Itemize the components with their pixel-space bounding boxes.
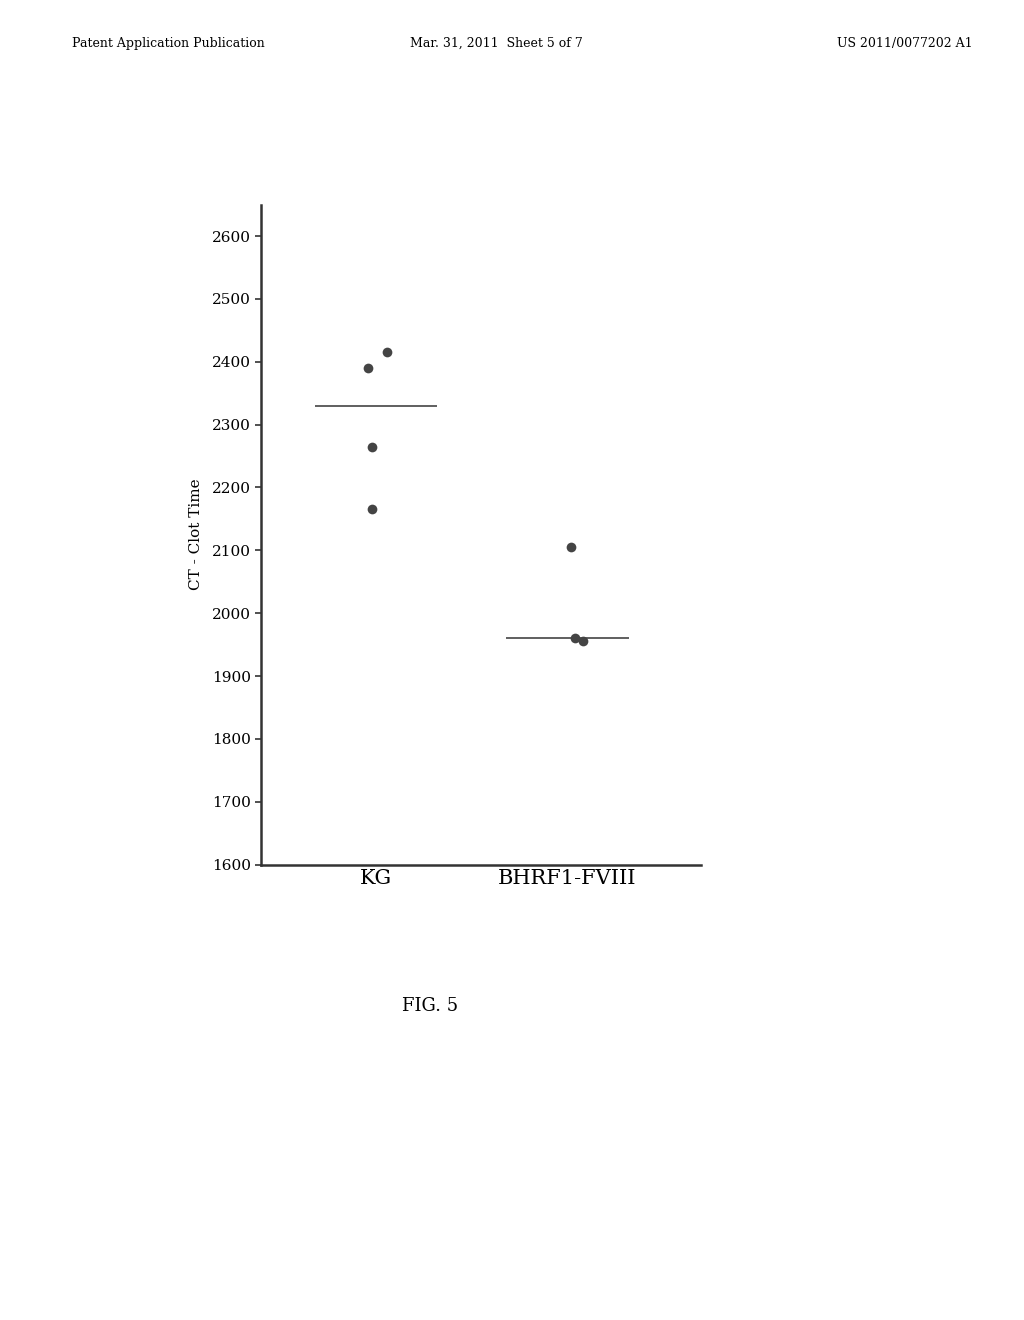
Text: Patent Application Publication: Patent Application Publication xyxy=(72,37,264,50)
Y-axis label: CT - Clot Time: CT - Clot Time xyxy=(189,479,204,590)
Text: US 2011/0077202 A1: US 2011/0077202 A1 xyxy=(838,37,973,50)
Text: FIG. 5: FIG. 5 xyxy=(402,997,458,1015)
Text: Mar. 31, 2011  Sheet 5 of 7: Mar. 31, 2011 Sheet 5 of 7 xyxy=(410,37,583,50)
